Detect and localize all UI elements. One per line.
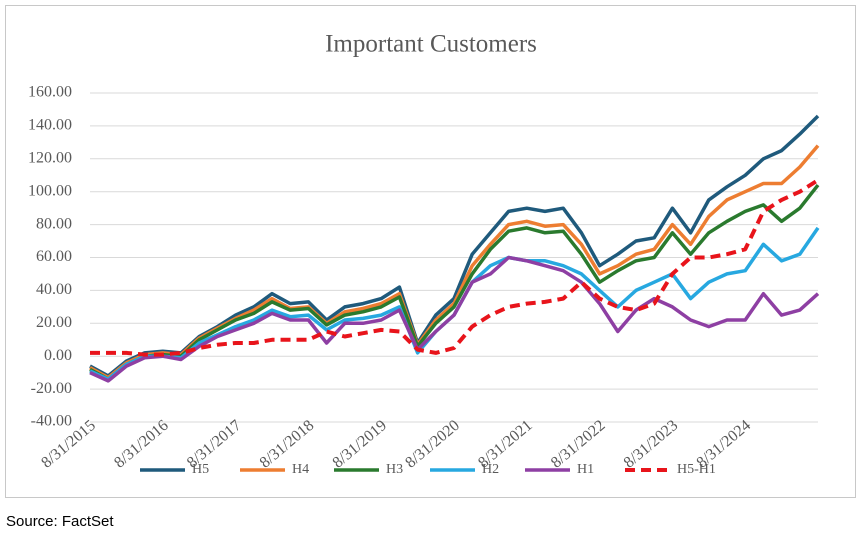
series-line <box>90 178 820 357</box>
y-tick-label: 140.00 <box>28 117 72 134</box>
y-tick-label: 60.00 <box>36 248 72 265</box>
source-note: Source: FactSet <box>6 513 114 530</box>
legend-label: H1 <box>577 462 594 477</box>
legend-label: H4 <box>292 462 309 477</box>
y-tick-label: 0.00 <box>44 347 72 364</box>
legend-label: H2 <box>482 462 499 477</box>
y-tick-label: 120.00 <box>28 149 72 166</box>
y-tick-label: -20.00 <box>31 380 72 397</box>
legend-label: H5-H1 <box>677 462 716 477</box>
y-tick-label: 80.00 <box>36 215 72 232</box>
chart-border <box>5 5 856 498</box>
series-line <box>89 184 820 381</box>
chart-title: Important Customers <box>325 31 537 58</box>
y-tick-label: 20.00 <box>36 314 72 331</box>
legend-label: H5 <box>192 462 209 477</box>
y-tick-label: 100.00 <box>28 182 72 199</box>
y-tick-label: -40.00 <box>31 413 72 430</box>
legend-label: H3 <box>386 462 403 477</box>
series-line <box>89 255 820 383</box>
y-tick-label: 40.00 <box>36 281 72 298</box>
y-tick-label: 160.00 <box>28 84 72 101</box>
